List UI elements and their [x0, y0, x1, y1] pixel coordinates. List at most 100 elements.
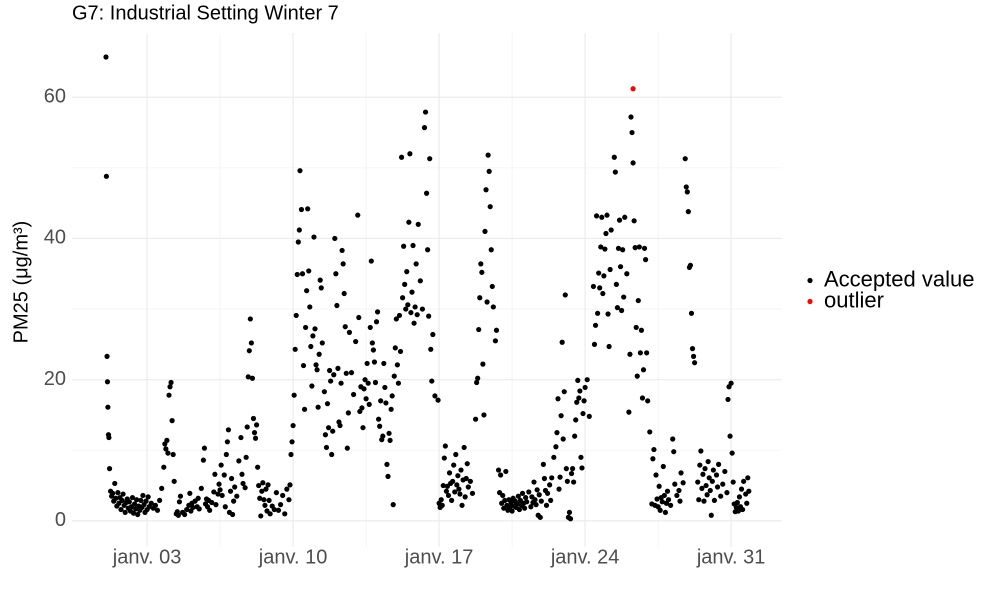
data-point [453, 451, 459, 458]
data-point [461, 444, 467, 451]
data-point [567, 516, 574, 522]
data-point [104, 353, 110, 359]
data-point [161, 464, 167, 470]
data-point [405, 302, 411, 308]
data-point [507, 504, 513, 510]
data-point [250, 415, 257, 422]
data-point [697, 462, 703, 468]
data-point [700, 471, 706, 477]
data-point [411, 320, 417, 326]
data-point [363, 396, 369, 402]
data-point [500, 492, 506, 499]
data-point [575, 377, 581, 383]
data-point [143, 498, 149, 504]
data-point [445, 492, 452, 499]
data-point [410, 242, 416, 249]
data-point [216, 481, 222, 487]
data-point [104, 379, 111, 385]
data-point [248, 340, 254, 346]
data-point [598, 244, 604, 250]
data-point [475, 375, 481, 381]
chart-title: G7: Industrial Setting Winter 7 [72, 2, 339, 24]
data-point [616, 217, 623, 223]
data-point [215, 491, 221, 497]
data-point [346, 329, 353, 335]
data-point [355, 212, 361, 218]
data-point [318, 285, 324, 291]
data-point [689, 346, 696, 352]
data-point [592, 322, 599, 328]
data-point [260, 480, 266, 486]
legend-label: outlier [824, 287, 884, 312]
data-point [263, 486, 269, 492]
data-point [267, 511, 273, 517]
data-point [514, 501, 520, 507]
data-point [286, 497, 292, 503]
data-point [404, 269, 410, 275]
data-point [632, 245, 638, 251]
data-point [403, 306, 409, 312]
data-point [303, 324, 309, 331]
data-point [485, 152, 491, 158]
data-point [325, 425, 332, 431]
data-point [115, 490, 121, 496]
data-point [113, 495, 119, 501]
data-point [169, 418, 175, 424]
data-point [635, 297, 641, 304]
data-point [551, 454, 557, 460]
data-point [645, 398, 651, 404]
x-tick-label: janv. 03 [112, 546, 182, 568]
data-point [676, 487, 682, 494]
data-point [628, 114, 634, 120]
data-point [306, 268, 312, 274]
data-point [359, 405, 365, 411]
data-point [135, 511, 141, 518]
data-point [442, 443, 448, 449]
data-point [239, 471, 245, 477]
data-point [469, 490, 476, 496]
data-point [477, 295, 483, 301]
data-point [534, 487, 540, 493]
data-point [247, 316, 253, 322]
data-point [384, 461, 390, 467]
data-point [310, 333, 316, 339]
data-point [728, 380, 734, 386]
data-point [131, 501, 138, 507]
data-point [307, 304, 313, 310]
data-point [402, 281, 408, 287]
data-point [597, 285, 603, 291]
grid: 0 20 40 60 janv. 03 janv. 10 janv. 17 janv. 24 j… [44, 33, 782, 568]
data-point [304, 288, 310, 294]
data-point [582, 384, 588, 391]
data-point [687, 262, 694, 268]
data-point [432, 393, 438, 399]
data-point [289, 439, 295, 445]
data-point [165, 450, 171, 456]
data-point [224, 439, 230, 445]
data-point [642, 257, 649, 263]
data-point [387, 437, 393, 443]
data-point [573, 417, 579, 423]
data-point [130, 510, 137, 516]
data-point [451, 462, 457, 468]
data-point [614, 305, 621, 311]
data-point [704, 492, 710, 498]
data-point [654, 496, 660, 502]
data-point [422, 109, 429, 115]
data-point [391, 373, 397, 379]
data-point [563, 466, 569, 472]
data-point [443, 488, 449, 494]
data-point [684, 189, 690, 195]
data-point [231, 498, 237, 504]
data-point [479, 269, 485, 275]
data-point [328, 378, 334, 384]
data-point [677, 498, 683, 504]
data-point [523, 494, 529, 501]
data-point [240, 480, 246, 487]
data-point [574, 399, 580, 405]
data-point [548, 497, 554, 504]
data-point [187, 490, 193, 496]
data-point [251, 430, 258, 436]
data-point [177, 493, 184, 499]
data-point [656, 483, 662, 489]
